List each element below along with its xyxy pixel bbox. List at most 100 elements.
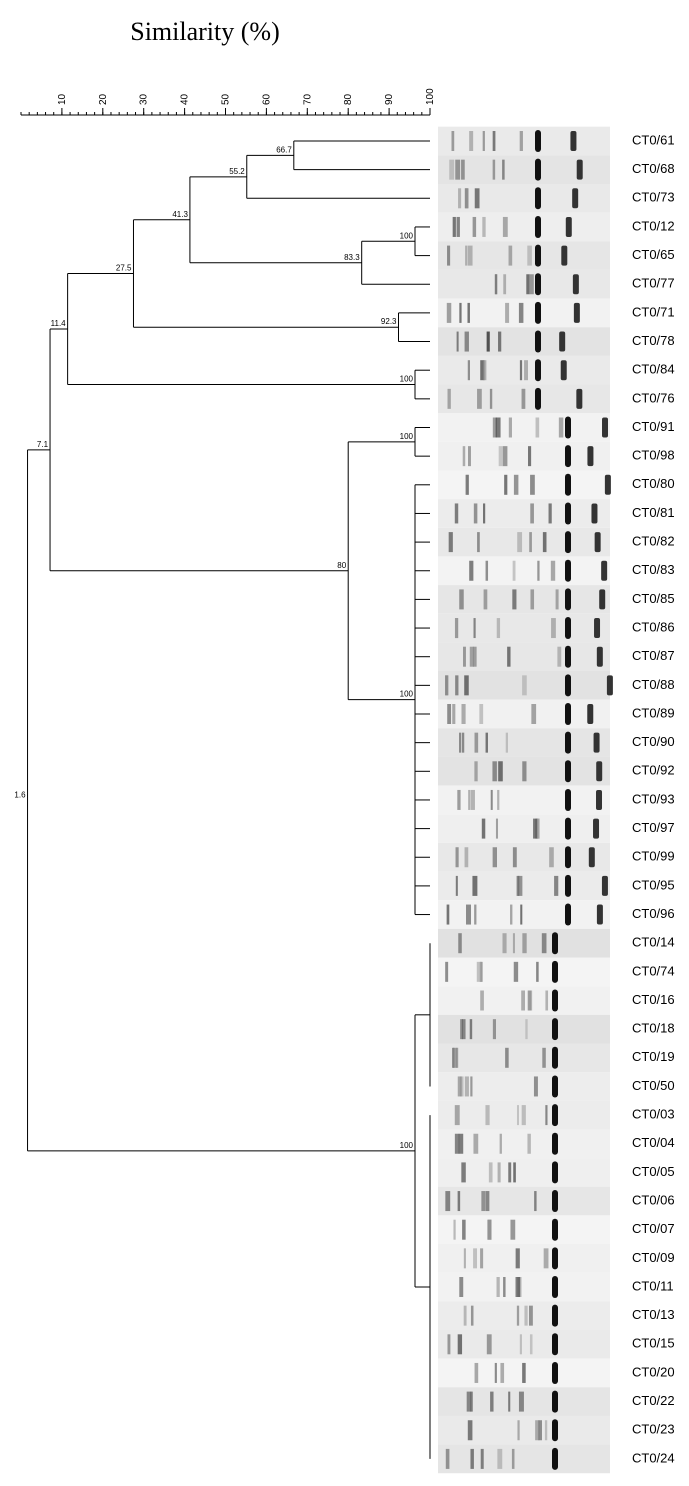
title: Similarity (%) xyxy=(130,17,279,46)
gel-band xyxy=(535,273,541,295)
gel-band xyxy=(594,733,600,753)
gel-band xyxy=(559,332,565,352)
leaf-label: CT0/61 xyxy=(632,132,675,147)
gel-band xyxy=(486,561,488,581)
gel-lane xyxy=(438,299,610,328)
gel-band xyxy=(489,1162,493,1182)
gel-band xyxy=(468,790,470,810)
gel-band xyxy=(459,733,461,753)
gel-band xyxy=(565,846,571,868)
gel-band xyxy=(513,847,517,867)
gel-band xyxy=(449,160,454,180)
tick-label: 20 xyxy=(98,93,109,105)
gel-band xyxy=(591,503,597,523)
gel-band xyxy=(527,246,532,266)
gel-band xyxy=(552,1391,558,1413)
leaf-label: CT0/24 xyxy=(632,1450,675,1465)
leaf-label: CT0/85 xyxy=(632,591,675,606)
gel-lane xyxy=(438,614,610,643)
gel-band xyxy=(457,332,459,352)
gel-band xyxy=(549,503,552,523)
leaf-label: CT0/87 xyxy=(632,648,675,663)
gel-band xyxy=(502,160,505,180)
leaf-label: CT0/06 xyxy=(632,1192,675,1207)
gel-band xyxy=(455,160,460,180)
gel-lane xyxy=(438,1445,610,1474)
leaf-label: CT0/82 xyxy=(632,534,675,549)
gel-band xyxy=(512,589,516,609)
gel-lane xyxy=(438,127,610,156)
gel-band xyxy=(461,160,465,180)
gel-band xyxy=(520,131,523,151)
gel-band xyxy=(589,847,595,867)
gel-band xyxy=(480,991,484,1011)
gel-band xyxy=(458,1334,462,1354)
gel-band xyxy=(447,905,450,925)
gel-band xyxy=(552,1448,558,1470)
tick-label: 100 xyxy=(425,88,436,105)
tick-label: 30 xyxy=(139,93,150,105)
gel-band xyxy=(455,1134,459,1154)
gel-band xyxy=(517,1306,519,1326)
gel-band xyxy=(497,1277,500,1297)
gel-lane xyxy=(438,1244,610,1273)
gel-band xyxy=(602,418,608,438)
gel-band xyxy=(468,1420,473,1440)
gel-band xyxy=(535,331,541,353)
gel-band xyxy=(474,618,476,638)
gel-band xyxy=(518,876,523,896)
gel-band xyxy=(516,1277,521,1297)
gel-band xyxy=(483,131,485,151)
gel-lanes xyxy=(438,127,613,1474)
gel-band xyxy=(545,1420,547,1440)
gel-band xyxy=(559,418,563,438)
gel-band xyxy=(561,246,567,266)
gel-band xyxy=(566,217,572,237)
gel-band xyxy=(467,1392,472,1412)
gel-band xyxy=(465,188,468,208)
gel-band xyxy=(493,131,496,151)
gel-band xyxy=(490,389,492,409)
leaf-label: CT0/96 xyxy=(632,906,675,921)
node-label: 100 xyxy=(400,432,414,441)
dendrogram-figure: Similarity (%) 66.755.210083.341.392.327… xyxy=(0,0,689,1486)
leaf-label: CT0/22 xyxy=(632,1393,675,1408)
gel-band xyxy=(462,1019,465,1039)
gel-band xyxy=(529,532,532,552)
gel-band xyxy=(599,589,605,609)
gel-band xyxy=(565,531,571,553)
gel-band xyxy=(467,303,469,323)
gel-band xyxy=(565,417,571,439)
gel-band xyxy=(522,933,526,953)
gel-band xyxy=(551,618,556,638)
gel-band xyxy=(498,332,501,352)
gel-band xyxy=(473,1134,478,1154)
leaf-label: CT0/92 xyxy=(632,763,675,778)
leaf-label: CT0/77 xyxy=(632,276,675,291)
gel-lane xyxy=(438,1072,610,1101)
gel-band xyxy=(504,475,507,495)
gel-lane xyxy=(438,958,610,987)
gel-band xyxy=(517,1420,519,1440)
gel-band xyxy=(446,1449,450,1469)
gel-lane xyxy=(438,241,610,270)
gel-band xyxy=(468,246,473,266)
gel-band xyxy=(552,990,558,1012)
gel-band xyxy=(474,503,478,523)
gel-band xyxy=(522,675,527,695)
gel-band xyxy=(503,217,508,237)
gel-band xyxy=(587,446,593,466)
gel-lane xyxy=(438,327,610,356)
leaf-label: CT0/14 xyxy=(632,935,675,950)
tick-label: 50 xyxy=(221,93,232,105)
gel-band xyxy=(490,1392,493,1412)
gel-band xyxy=(464,675,469,695)
gel-band xyxy=(470,1449,473,1469)
gel-band xyxy=(577,160,583,180)
gel-band xyxy=(552,1333,558,1355)
leaf-label: CT0/65 xyxy=(632,247,675,262)
gel-band xyxy=(486,1191,490,1211)
gel-lane xyxy=(438,843,610,872)
gel-band xyxy=(458,1076,462,1096)
gel-band xyxy=(552,1419,558,1441)
